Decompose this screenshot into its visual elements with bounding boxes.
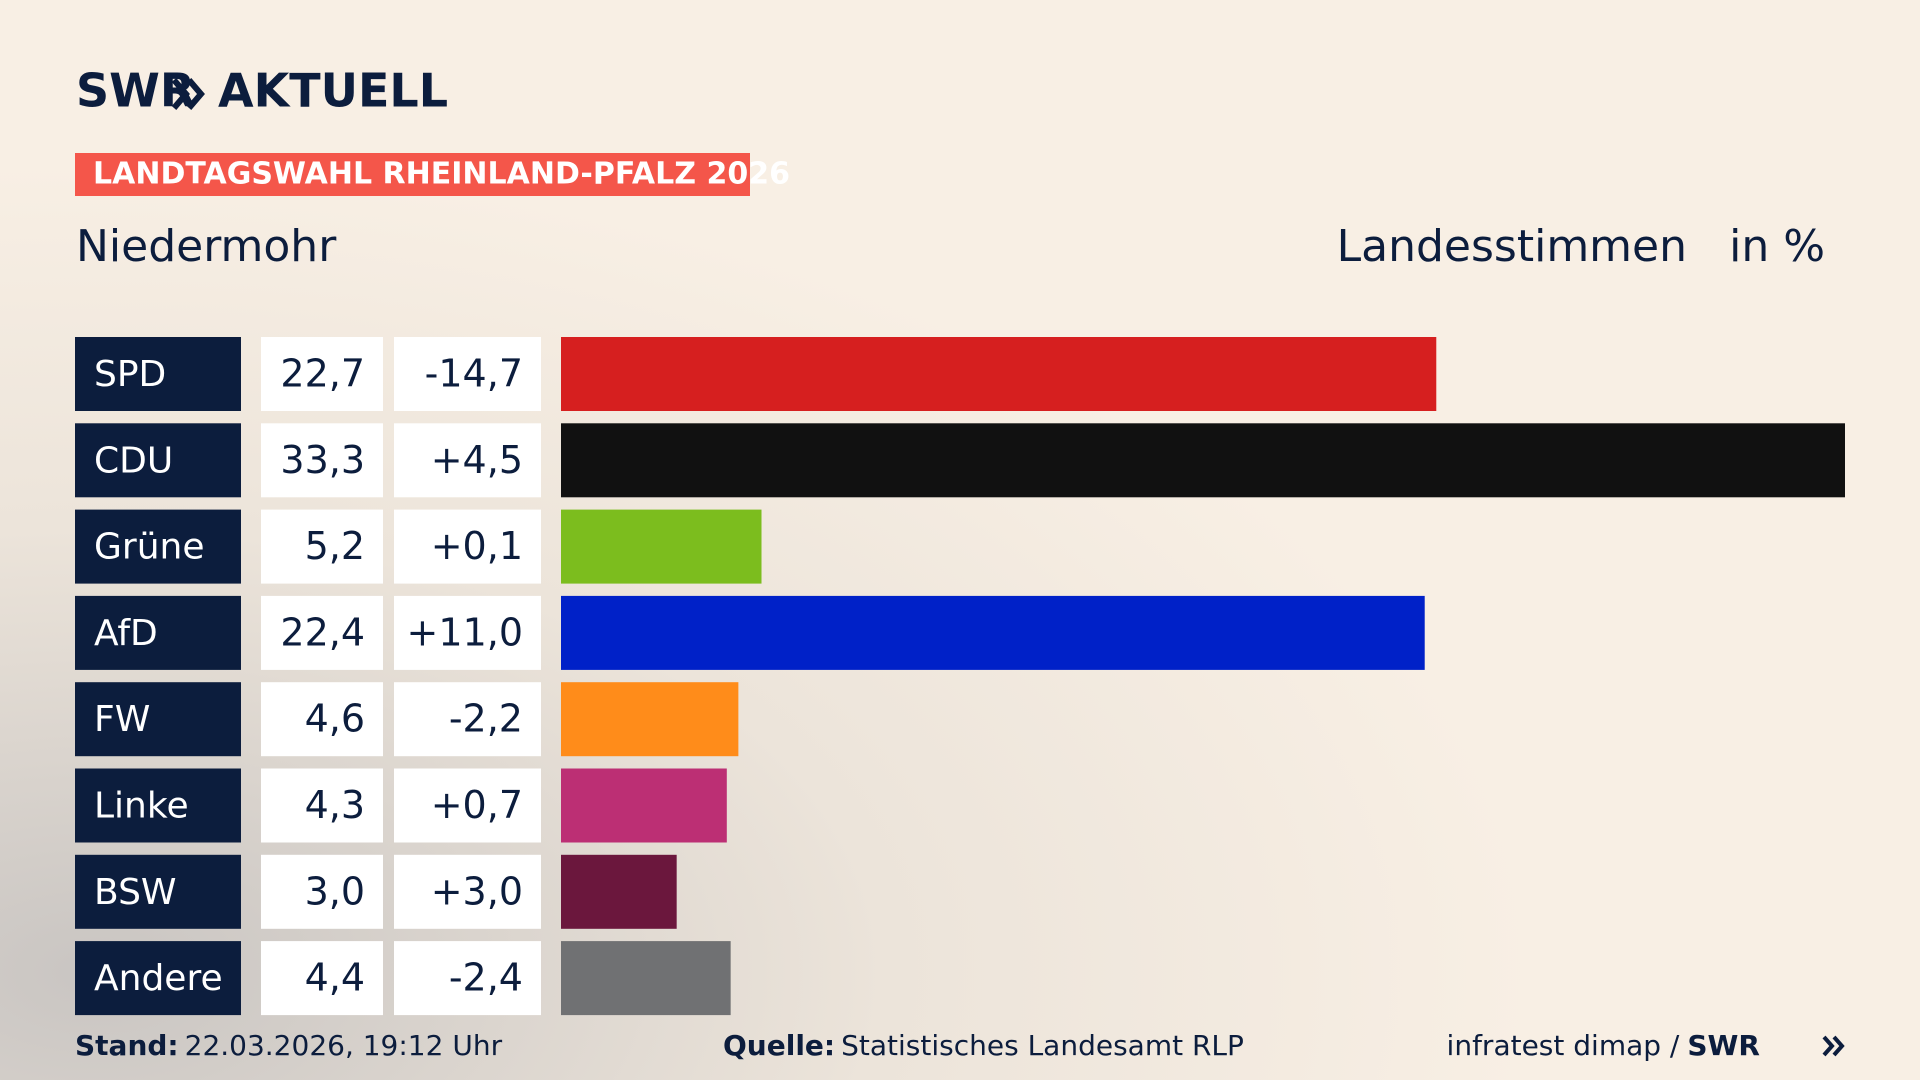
- value-label: 4,4: [305, 956, 365, 1000]
- change-label: -2,4: [449, 956, 523, 1000]
- value-box: [261, 423, 383, 498]
- party-box: [75, 682, 241, 757]
- change-box: [394, 768, 541, 843]
- measure: Landesstimmen: [1337, 221, 1687, 272]
- credit-text: infratest dimap /: [1447, 1029, 1680, 1062]
- party-box: [75, 854, 241, 929]
- value-box: [261, 854, 383, 929]
- party-label: FW: [94, 699, 150, 740]
- change-box: [394, 423, 541, 498]
- stand-label: Stand:: [75, 1029, 179, 1062]
- bar: [561, 854, 677, 929]
- party-box: [75, 768, 241, 843]
- party-label: Linke: [94, 786, 189, 827]
- party-label: BSW: [94, 872, 177, 913]
- credit: infratest dimap / SWR: [1447, 1029, 1760, 1062]
- party-box: [75, 595, 241, 670]
- party-label: Andere: [94, 958, 223, 999]
- brand-name: AKTUELL: [218, 64, 448, 118]
- change-box: [394, 509, 541, 584]
- bar: [561, 682, 739, 757]
- stand-value: 22.03.2026, 19:12 Uhr: [185, 1029, 503, 1062]
- value-label: 33,3: [280, 438, 365, 482]
- bar: [561, 423, 1845, 498]
- party-label: SPD: [94, 354, 166, 395]
- change-label: +0,7: [431, 783, 523, 827]
- party-label: Grüne: [94, 527, 204, 568]
- change-box: [394, 682, 541, 757]
- change-label: +11,0: [407, 610, 523, 654]
- value-label: 22,7: [280, 352, 365, 396]
- credit-brand: SWR: [1687, 1029, 1760, 1062]
- change-label: -14,7: [425, 352, 523, 396]
- value-label: 5,2: [305, 524, 365, 568]
- value-label: 3,0: [305, 869, 365, 913]
- party-box: [75, 337, 241, 411]
- unit: in %: [1729, 221, 1825, 272]
- chart-title: LANDTAGSWAHL RHEINLAND-PFALZ 2026: [93, 157, 790, 192]
- party-box: [75, 423, 241, 498]
- bar: [561, 941, 731, 1016]
- value-box: [261, 941, 383, 1016]
- value-box: [261, 682, 383, 757]
- change-box: [394, 854, 541, 929]
- party-box: [75, 941, 241, 1016]
- bar: [561, 509, 762, 584]
- stand: Stand: 22.03.2026, 19:12 Uhr: [75, 1029, 503, 1062]
- value-box: [261, 768, 383, 843]
- brand: SWR: [76, 64, 195, 118]
- bar: [561, 337, 1437, 411]
- value-label: 22,4: [280, 610, 365, 654]
- value-label: 4,3: [305, 783, 365, 827]
- change-box: [394, 941, 541, 1016]
- change-label: -2,2: [449, 697, 523, 741]
- change-label: +3,0: [431, 869, 523, 913]
- change-box: [394, 595, 541, 670]
- party-box: [75, 509, 241, 584]
- source-label: Quelle:: [723, 1029, 835, 1062]
- change-box: [394, 337, 541, 411]
- value-label: 4,6: [305, 697, 365, 741]
- change-label: +4,5: [431, 438, 523, 482]
- subtitle: Niedermohr: [76, 221, 337, 272]
- value-box: [261, 509, 383, 584]
- bar: [561, 768, 727, 843]
- credit-arrows: [1822, 1035, 1845, 1057]
- title-banner: [75, 153, 750, 196]
- brand-arrows: [171, 78, 205, 110]
- change-label: +0,1: [431, 524, 523, 568]
- bar: [561, 595, 1425, 670]
- party-label: AfD: [94, 613, 158, 654]
- value-box: [261, 337, 383, 411]
- source: Quelle: Statistisches Landesamt RLP: [723, 1029, 1244, 1062]
- party-label: CDU: [94, 440, 173, 481]
- value-box: [261, 595, 383, 670]
- source-value: Statistisches Landesamt RLP: [841, 1029, 1244, 1062]
